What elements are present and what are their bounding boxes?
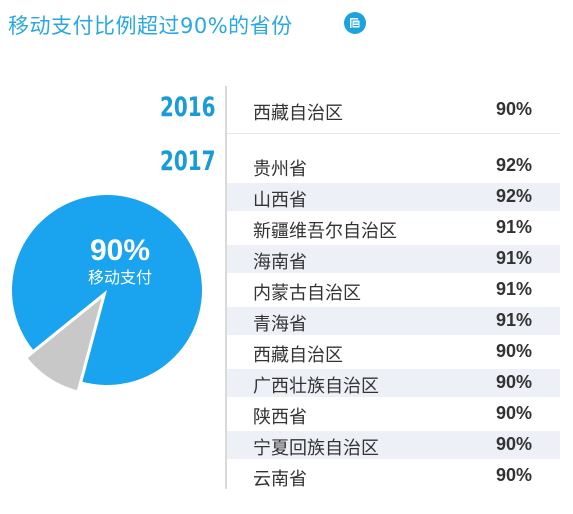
divider-vertical	[225, 86, 227, 489]
province-percentage: 92%	[495, 186, 532, 206]
province-name: 内蒙古自治区	[253, 283, 361, 304]
pie-value-label: 90%	[90, 234, 150, 267]
province-name: 西藏自治区	[253, 345, 343, 366]
table-row: 宁夏回族自治区 90%	[227, 431, 560, 459]
province-name: 西藏自治区	[253, 103, 343, 124]
table-row: 山西省 92%	[227, 183, 560, 211]
province-name: 云南省	[253, 469, 307, 490]
province-percentage: 91%	[495, 310, 532, 330]
province-name: 陕西省	[253, 407, 307, 428]
province-percentage: 90%	[495, 465, 532, 485]
pie-slice-mobile-payment	[12, 195, 203, 385]
table-row: 内蒙古自治区 91%	[227, 276, 560, 304]
province-percentage: 90%	[495, 341, 532, 361]
year-label-2017: 2017	[160, 146, 216, 177]
province-percentage: 91%	[495, 217, 532, 237]
table-row: 青海省 91%	[227, 307, 560, 335]
table-row: 海南省 91%	[227, 245, 560, 273]
province-name: 贵州省	[253, 159, 307, 180]
table-row: 贵州省 92%	[227, 152, 560, 180]
table-row: 陕西省 90%	[227, 400, 560, 428]
province-percentage: 90%	[495, 99, 532, 119]
province-percentage: 92%	[495, 155, 532, 175]
chart-title: 移动支付比例超过90%的省份	[8, 14, 293, 38]
province-percentage: 91%	[495, 248, 532, 268]
province-name: 青海省	[253, 314, 307, 335]
province-percentage: 91%	[495, 279, 532, 299]
table-row: 新疆维吾尔自治区 91%	[227, 214, 560, 242]
province-name: 新疆维吾尔自治区	[253, 221, 397, 242]
table-row: 广西壮族自治区 90%	[227, 369, 560, 397]
province-percentage: 90%	[495, 434, 532, 454]
divider-horizontal	[227, 133, 560, 134]
pie-slice-other	[27, 298, 102, 391]
pie-caption-label: 移动支付	[88, 268, 152, 287]
province-name: 山西省	[253, 190, 307, 211]
province-name: 宁夏回族自治区	[253, 438, 379, 459]
province-percentage: 90%	[495, 372, 532, 392]
province-percentage: 90%	[495, 403, 532, 423]
table-row: 西藏自治区 90%	[227, 96, 560, 124]
table-row: 云南省 90%	[227, 462, 560, 490]
table-row: 西藏自治区 90%	[227, 338, 560, 366]
document-icon	[344, 12, 366, 34]
year-label-2016: 2016	[160, 92, 216, 123]
province-name: 海南省	[253, 252, 307, 273]
province-name: 广西壮族自治区	[253, 376, 379, 397]
